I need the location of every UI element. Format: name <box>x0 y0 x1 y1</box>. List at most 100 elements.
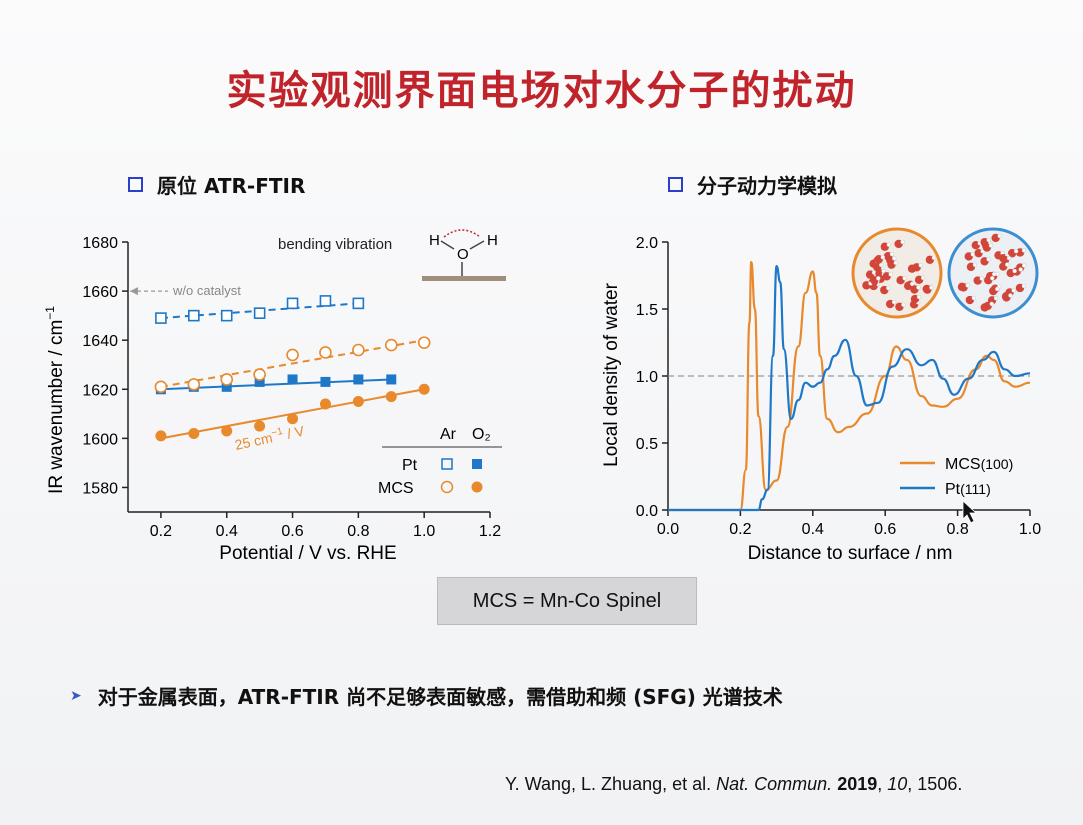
fit-line <box>160 339 425 388</box>
pt-snapshot-icon <box>947 227 1039 319</box>
arrow-bullet-icon: ➤ <box>70 687 82 704</box>
data-point <box>253 368 266 381</box>
svg-text:Pt(111): Pt(111) <box>945 481 991 498</box>
hydrogen-atom <box>909 281 915 287</box>
hydrogen-atom <box>1021 248 1027 253</box>
ftir-chart: 0.2 0.4 0.6 0.8 1.0 1.2 1580 1600 1620 1640 1660 16… <box>43 229 506 564</box>
x-tick-label: 0.4 <box>216 523 238 540</box>
data-point <box>287 374 298 385</box>
data-point <box>253 307 266 319</box>
bullet-text: 对于金属表面，ATR-FTIR 尚不足够表面敏感，需借助和频 (SFG) 光谱技… <box>97 685 783 709</box>
data-point <box>187 378 201 391</box>
hydrogen-atom <box>886 285 891 291</box>
hydrogen-atom <box>995 286 1000 292</box>
data-point <box>188 427 200 439</box>
data-point <box>384 338 398 352</box>
data-point <box>220 373 234 386</box>
x-tick-label: 0.2 <box>729 521 751 538</box>
x-tick-label: 0.8 <box>946 521 968 538</box>
section-heading-right: 分子动力学模拟 <box>668 170 837 199</box>
hydrogen-atom <box>971 295 977 301</box>
x-tick-label: 0.8 <box>347 523 369 540</box>
hydrogen-atom <box>990 275 995 281</box>
hydrogen-atom <box>972 262 978 268</box>
hydrogen-atom <box>986 257 991 262</box>
reference-citation: Y. Wang, L. Zhuang, et al. Nat. Commun. … <box>505 774 963 794</box>
y-axis-label: Local density of water <box>601 282 622 466</box>
mcs-snapshot-icon <box>851 227 943 319</box>
y-tick-label: 1580 <box>82 480 118 497</box>
svg-text:H: H <box>429 232 440 249</box>
svg-text:O: O <box>457 246 469 263</box>
hydrogen-atom <box>1008 293 1013 298</box>
hydrogen-atom <box>1011 288 1016 293</box>
data-point <box>155 312 167 324</box>
data-point <box>221 381 232 392</box>
data-point <box>417 336 431 349</box>
hydrogen-atom <box>901 302 906 307</box>
series-line <box>668 265 1031 512</box>
data-point <box>155 430 167 442</box>
data-point <box>319 398 331 410</box>
density-chart: 0.0 0.2 0.4 0.6 0.8 1.0 0.0 0.5 1.0 1.5 2.0 Distan… <box>601 227 1041 564</box>
hydrogen-atom <box>979 276 984 281</box>
hydrogen-atom <box>1006 255 1012 261</box>
data-point <box>154 380 168 394</box>
square-bullet-icon <box>128 177 143 192</box>
fit-line <box>160 378 392 391</box>
svg-text:H: H <box>487 232 498 249</box>
hydrogen-atom <box>980 248 985 254</box>
hydrogen-atom <box>997 233 1002 239</box>
y-tick-label: 1600 <box>82 431 118 448</box>
x-tick-label: 0.4 <box>802 521 824 538</box>
hydrogen-atom <box>988 243 994 248</box>
hydrogen-atom <box>918 263 923 268</box>
section-left-label: 原位 ATR-FTIR <box>157 174 306 198</box>
x-tick-label: 1.0 <box>413 523 435 540</box>
data-point <box>220 309 233 322</box>
data-point <box>418 383 430 395</box>
hydrogen-atom <box>1018 267 1023 272</box>
hydrogen-atom <box>889 251 895 257</box>
data-point <box>352 343 365 357</box>
data-point <box>188 309 200 322</box>
y-tick-label: 0.5 <box>636 436 658 453</box>
svg-text:Pt: Pt <box>402 457 418 474</box>
hydrogen-atom <box>1021 283 1027 289</box>
data-point <box>320 376 331 387</box>
square-bullet-icon <box>668 177 683 192</box>
hydrogen-atom <box>891 299 897 305</box>
y-tick-label: 1620 <box>82 382 118 399</box>
hydrogen-atom <box>1005 262 1010 267</box>
x-tick-label: 0.6 <box>874 521 896 538</box>
legend: Ar O₂ Pt MCS <box>378 426 502 497</box>
data-point <box>286 348 299 362</box>
data-point <box>254 420 266 432</box>
bending-vibration-label: bending vibration <box>278 236 392 253</box>
hydrogen-atom <box>992 271 997 277</box>
y-tick-label: 1660 <box>82 284 118 301</box>
data-point <box>353 374 364 385</box>
mouse-cursor-icon <box>962 500 978 524</box>
x-axis-label: Distance to surface / nm <box>748 543 953 564</box>
legend: MCS(100) Pt(111) <box>900 456 1013 498</box>
data-point <box>254 376 265 387</box>
svg-text:Ar: Ar <box>440 426 457 443</box>
data-point <box>352 297 365 310</box>
hydrogen-atom <box>888 272 893 277</box>
hydrogen-atom <box>1012 268 1017 274</box>
hydrogen-atom <box>902 276 907 281</box>
x-tick-label: 0.2 <box>150 523 172 540</box>
svg-text:MCS(100): MCS(100) <box>945 456 1013 473</box>
hydrogen-atom <box>886 242 892 247</box>
svg-text:O₂: O₂ <box>472 426 491 443</box>
y-tick-label: 1.5 <box>636 302 658 319</box>
x-tick-label: 1.2 <box>479 523 501 540</box>
y-tick-label: 2.0 <box>636 235 658 252</box>
data-point <box>352 396 364 408</box>
hydrogen-atom <box>931 255 937 260</box>
hydrogen-atom <box>989 301 994 307</box>
hydrogen-atom <box>876 276 881 281</box>
hydrogen-atom <box>993 296 999 301</box>
